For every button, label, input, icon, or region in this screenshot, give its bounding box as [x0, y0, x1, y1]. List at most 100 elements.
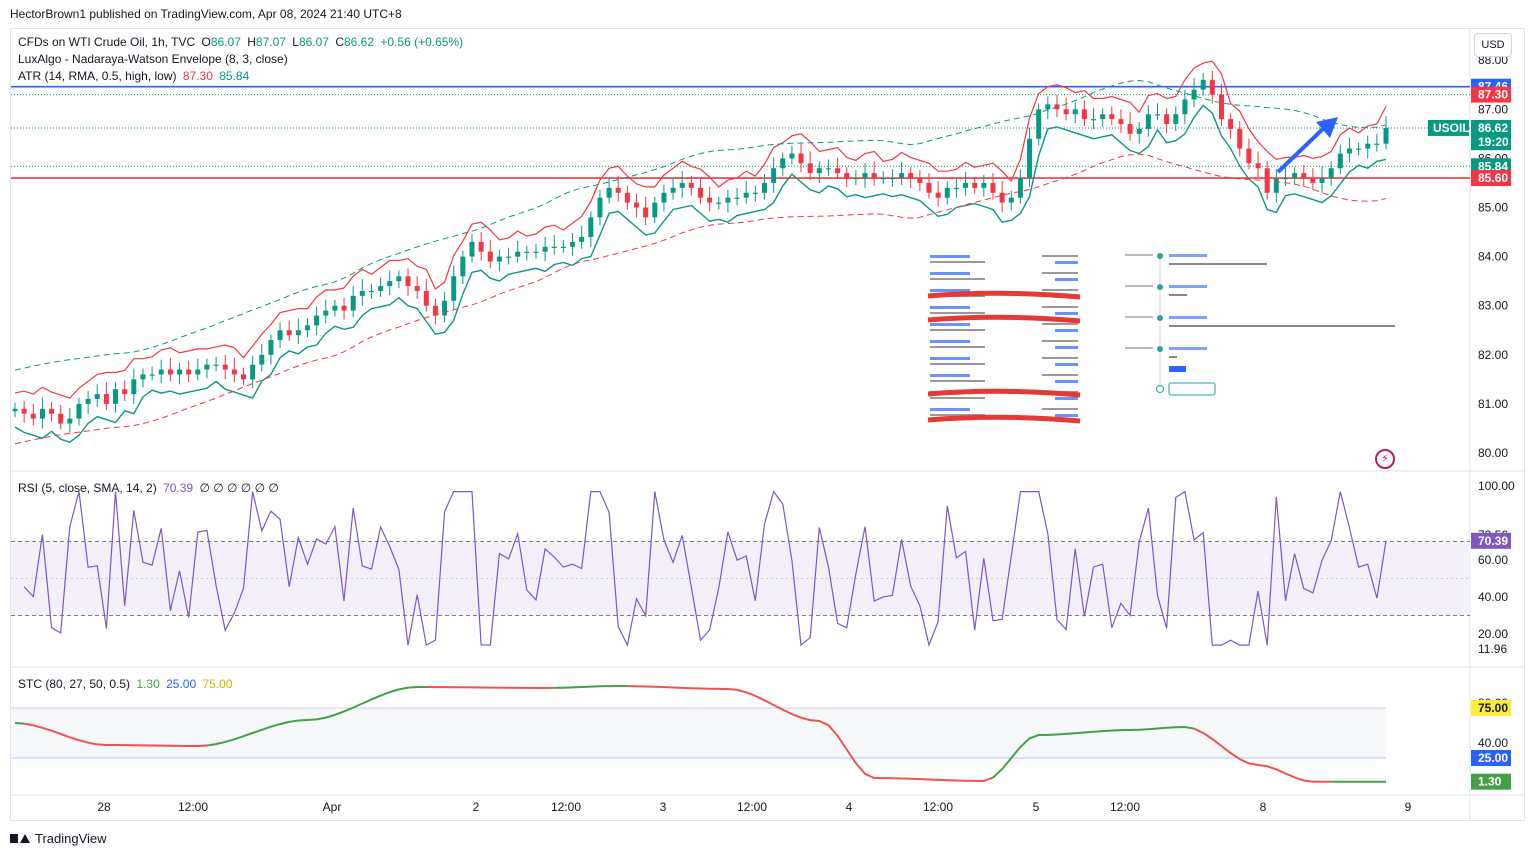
candle-body [414, 286, 420, 291]
trade-row-line [930, 340, 970, 343]
stc-axis-label: 40.00 [1478, 736, 1508, 750]
candle-body [1200, 79, 1206, 90]
candle-body [1337, 153, 1343, 169]
rsi-legend[interactable]: RSI (5, close, SMA, 14, 2) 70.39 ∅ ∅ ∅ ∅… [18, 481, 282, 495]
candle-body [725, 197, 731, 203]
timeline-text [1169, 356, 1177, 358]
envelope-legend[interactable]: LuxAlgo - Nadaraya-Watson Envelope (8, 3… [18, 52, 291, 66]
timeline-title [1169, 285, 1207, 288]
price-tag [1471, 170, 1511, 187]
update-idea-button [1168, 382, 1216, 396]
candle-body [368, 290, 374, 293]
trade-row-line [1055, 397, 1078, 400]
time-axis-label: 2 [473, 800, 480, 814]
candle-body [506, 256, 512, 258]
candle-body [1255, 163, 1261, 169]
time-axis-label: 12:00 [551, 800, 581, 814]
candle-body [149, 374, 155, 376]
stc-value-tag [1471, 700, 1511, 716]
stc-legend[interactable]: STC (80, 27, 50, 0.5) 1.30 25.00 75.00 [18, 677, 236, 691]
candle-body [624, 192, 630, 203]
trade-row-line [930, 278, 985, 280]
candle-body [286, 330, 292, 336]
stc-value-tag-text: 75.00 [1478, 701, 1508, 715]
trade-row-line [1042, 255, 1078, 257]
candle-body [1036, 109, 1042, 139]
candle-body [487, 251, 493, 262]
candle-body [323, 310, 329, 316]
candle-body [606, 187, 612, 198]
candle-body [1182, 99, 1188, 115]
atr-legend[interactable]: ATR (14, RMA, 0.5, high, low) 87.30 85.8… [18, 69, 252, 83]
time-axis-label: 12:00 [923, 800, 953, 814]
candle-body [816, 168, 822, 174]
candle-body [1145, 114, 1151, 129]
candle-body [350, 295, 356, 311]
candle-body [844, 173, 850, 179]
candle-body [1310, 178, 1316, 183]
candle-body [1237, 128, 1243, 149]
red-highlight-stroke [927, 414, 1081, 424]
rsi-axis-label: 100.00 [1478, 479, 1515, 493]
time-axis-label: 12:00 [737, 800, 767, 814]
candle-body [314, 315, 320, 326]
candle-body [853, 178, 859, 180]
timeline-dot [1157, 284, 1163, 290]
envelope-label: LuxAlgo - Nadaraya-Watson Envelope (8, 3… [18, 52, 288, 66]
candle-body [295, 330, 301, 336]
stc-line-segment [627, 685, 994, 783]
candle-body [405, 276, 411, 287]
rsi-axis-label: 60.00 [1478, 553, 1508, 567]
time-axis-label: 12:00 [178, 800, 208, 814]
stc-value-tag [1471, 750, 1511, 766]
trade-row-line [1055, 329, 1078, 332]
trade-row-line [930, 374, 970, 377]
envelope-upper-line [14, 60, 1387, 399]
candle-body [899, 173, 905, 179]
main-series-legend[interactable]: CFDs on WTI Crude Oil, 1h, TVC O86.07 H8… [18, 35, 466, 49]
candle-body [917, 178, 923, 183]
candle-body [213, 364, 219, 366]
candle-body [661, 192, 667, 203]
stc-value-2: 25.00 [166, 677, 197, 691]
candle-body [378, 286, 384, 291]
price-tag-text: 85.60 [1478, 171, 1508, 185]
stc-line-segment [1193, 727, 1332, 783]
price-tag-text: 87.30 [1478, 88, 1508, 102]
stc-value-tag-text: 1.30 [1478, 775, 1502, 789]
symbol-title[interactable]: CFDs on WTI Crude Oil, 1h, TVC [18, 35, 196, 49]
candle-body [1127, 124, 1133, 134]
candle-body [862, 173, 868, 179]
trade-row-line [1042, 374, 1078, 376]
candle-body [1191, 89, 1197, 100]
currency-button[interactable]: USD [1474, 33, 1512, 57]
price-tick-label: 83.00 [1478, 299, 1508, 313]
candle-body [1164, 114, 1170, 125]
price-tag-text: 85.84 [1478, 159, 1508, 173]
stc-line-segment [554, 684, 628, 689]
price-tick-label: 82.00 [1478, 348, 1508, 362]
candle-body [1228, 119, 1234, 129]
flash-icon[interactable]: ⚡ [1375, 449, 1395, 469]
red-highlight-stroke [927, 314, 1081, 324]
candle-body [1346, 148, 1352, 154]
candle-body [1091, 119, 1097, 121]
stc-line-segment [206, 686, 427, 747]
candle-body [743, 192, 749, 198]
candle-body [167, 369, 173, 375]
candle-body [560, 246, 566, 248]
candle-body [716, 202, 722, 204]
candle-body [752, 192, 758, 194]
rsi-label: RSI (5, close, SMA, 14, 2) [18, 481, 157, 495]
candle-body [670, 187, 676, 193]
candle-body [277, 330, 283, 341]
footer-brand-text: TradingView [35, 831, 107, 846]
candle-body [58, 413, 64, 424]
candle-body [1081, 109, 1087, 120]
candle-body [478, 241, 484, 252]
footer-brand[interactable]: TradingView [10, 831, 107, 846]
stc-value-1: 1.30 [136, 677, 160, 691]
time-axis-label: 5 [1033, 800, 1040, 814]
stc-band-fill [11, 708, 1386, 758]
